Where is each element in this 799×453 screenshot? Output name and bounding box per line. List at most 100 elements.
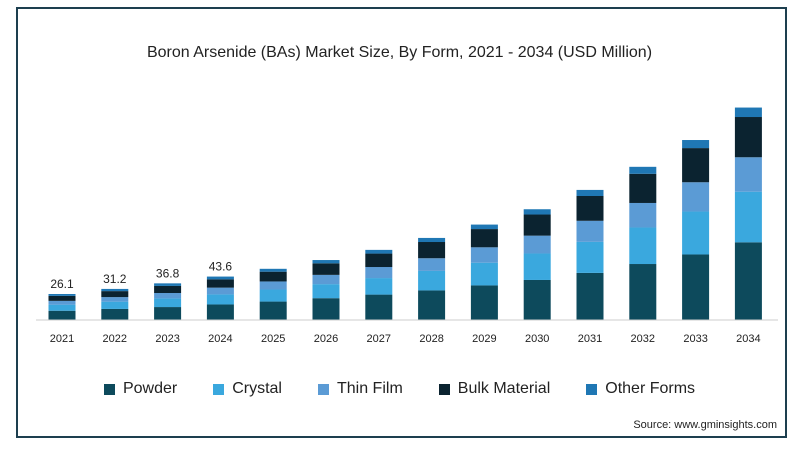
- bar-crystal-2032: [629, 227, 657, 265]
- bar-thin-film-2034: [734, 157, 762, 192]
- x-tick-label: 2027: [367, 333, 391, 345]
- bar-other-forms-2033: [682, 140, 710, 149]
- bar-bulk-material-2026: [312, 263, 340, 275]
- legend: Powder Crystal Thin Film Bulk Material Other…: [0, 378, 799, 400]
- bar-powder-2034: [734, 242, 762, 320]
- bar-powder-2031: [576, 272, 604, 320]
- total-label-2023: 36.8: [156, 266, 180, 280]
- bar-crystal-2026: [312, 284, 340, 299]
- bar-other-forms-2031: [576, 189, 604, 196]
- bar-powder-2030: [523, 279, 551, 320]
- bar-other-forms-2026: [312, 260, 340, 264]
- bar-bulk-material-2032: [629, 173, 657, 203]
- legend-swatch: [213, 383, 225, 395]
- bar-crystal-2022: [101, 301, 129, 309]
- bar-crystal-2028: [418, 270, 446, 291]
- bar-crystal-2025: [259, 289, 287, 302]
- bar-bulk-material-2023: [154, 285, 182, 294]
- bar-other-forms-2034: [734, 107, 762, 118]
- bar-bulk-material-2034: [734, 117, 762, 158]
- bars-group: [48, 107, 762, 320]
- x-tick-label: 2028: [419, 333, 443, 345]
- bar-other-forms-2023: [154, 283, 182, 286]
- x-tick-label: 2024: [208, 333, 232, 345]
- bar-bulk-material-2031: [576, 196, 604, 221]
- bar-powder-2025: [259, 301, 287, 320]
- x-tick-label: 2025: [261, 333, 285, 345]
- legend-swatch: [317, 383, 329, 395]
- bar-crystal-2024: [206, 294, 234, 305]
- legend-item-other-forms: Other Forms: [586, 380, 695, 398]
- x-tick-label: 2021: [50, 333, 74, 345]
- bar-thin-film-2031: [576, 220, 604, 242]
- x-tick-labels: 2021 2022 2023 2024 2025 2026 2027 2028 2029 2030…: [50, 333, 761, 345]
- bar-bulk-material-2028: [418, 242, 446, 259]
- bar-powder-2029: [470, 285, 498, 320]
- bar-thin-film-2029: [470, 247, 498, 263]
- legend-swatch: [103, 383, 115, 395]
- bar-other-forms-2022: [101, 288, 129, 292]
- bar-other-forms-2030: [523, 209, 551, 215]
- bar-powder-2033: [682, 254, 710, 320]
- bar-other-forms-2028: [418, 237, 446, 243]
- bar-other-forms-2032: [629, 166, 657, 174]
- total-label-2022: 31.2: [103, 272, 127, 286]
- legend-label: Bulk Material: [457, 380, 551, 397]
- bar-crystal-2021: [48, 304, 76, 311]
- x-tick-label: 2029: [472, 333, 496, 345]
- bar-thin-film-2025: [259, 281, 287, 290]
- legend-item-thin-film: Thin Film: [317, 380, 403, 398]
- legend-swatch: [586, 383, 598, 395]
- bar-thin-film-2022: [101, 297, 129, 302]
- bar-thin-film-2032: [629, 202, 657, 228]
- bar-thin-film-2026: [312, 274, 340, 285]
- bar-bulk-material-2027: [365, 253, 393, 268]
- total-label-2021: 26.1: [50, 277, 74, 291]
- legend-label: Powder: [122, 380, 178, 397]
- bar-bulk-material-2021: [48, 295, 76, 301]
- bar-powder-2027: [365, 294, 393, 320]
- bar-thin-film-2021: [48, 300, 76, 305]
- bar-thin-film-2024: [206, 287, 234, 295]
- bar-powder-2023: [154, 307, 182, 320]
- x-tick-label: 2034: [736, 333, 760, 345]
- x-tick-label: 2030: [525, 333, 549, 345]
- bar-other-forms-2021: [48, 294, 76, 296]
- legend-label: Thin Film: [336, 380, 403, 397]
- bar-crystal-2029: [470, 262, 498, 286]
- bar-crystal-2030: [523, 253, 551, 280]
- total-label-2024: 43.6: [209, 260, 233, 274]
- legend-label: Other Forms: [605, 380, 696, 397]
- x-tick-label: 2023: [155, 333, 179, 345]
- legend-item-bulk-material: Bulk Material: [438, 380, 551, 398]
- bar-powder-2024: [206, 304, 234, 320]
- bar-powder-2028: [418, 290, 446, 320]
- bar-bulk-material-2030: [523, 214, 551, 236]
- bar-powder-2032: [629, 264, 657, 320]
- bar-bulk-material-2022: [101, 291, 129, 298]
- bar-other-forms-2025: [259, 268, 287, 272]
- total-labels: 26.1 31.2 36.8 43.6: [50, 260, 232, 291]
- legend-label: Crystal: [232, 380, 282, 397]
- bar-powder-2022: [101, 308, 129, 320]
- bar-bulk-material-2029: [470, 229, 498, 248]
- bar-other-forms-2024: [206, 276, 234, 280]
- legend-swatch: [438, 383, 450, 395]
- bar-crystal-2031: [576, 241, 604, 273]
- bar-thin-film-2030: [523, 235, 551, 254]
- bar-thin-film-2033: [682, 182, 710, 212]
- x-tick-label: 2022: [103, 333, 127, 345]
- bar-bulk-material-2024: [206, 279, 234, 288]
- x-tick-label: 2026: [314, 333, 338, 345]
- bar-thin-film-2027: [365, 267, 393, 279]
- bar-thin-film-2028: [418, 258, 446, 271]
- legend-item-crystal: Crystal: [213, 380, 282, 398]
- x-tick-label: 2032: [631, 333, 655, 345]
- bar-crystal-2027: [365, 278, 393, 295]
- bar-bulk-material-2033: [682, 148, 710, 183]
- chart-frame: [16, 7, 787, 438]
- bar-bulk-material-2025: [259, 271, 287, 282]
- source-note: Source: www.gminsights.com: [633, 419, 777, 431]
- chart-title: Boron Arsenide (BAs) Market Size, By For…: [146, 44, 653, 61]
